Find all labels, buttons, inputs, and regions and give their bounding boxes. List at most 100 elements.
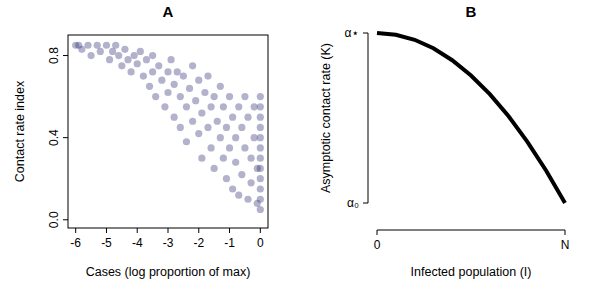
x-tick-label: -3	[163, 236, 174, 250]
point	[257, 124, 264, 131]
x-tick	[565, 230, 566, 235]
x-tick	[106, 228, 107, 233]
point	[247, 155, 254, 162]
point	[201, 89, 208, 96]
y-tick-label: 0.8	[47, 47, 61, 64]
x-tick	[198, 228, 199, 233]
point	[229, 114, 236, 121]
point	[84, 42, 91, 49]
point	[121, 46, 128, 53]
point	[238, 124, 245, 131]
point	[164, 68, 171, 75]
point	[146, 83, 153, 90]
y-axis	[368, 33, 369, 203]
y-tick	[63, 55, 68, 56]
point	[97, 48, 104, 55]
point	[229, 185, 236, 192]
point	[223, 124, 230, 131]
point	[109, 48, 116, 55]
point	[115, 52, 122, 59]
point	[226, 144, 233, 151]
point	[180, 72, 187, 79]
line	[377, 33, 565, 203]
point	[149, 68, 156, 75]
point	[177, 93, 184, 100]
point	[226, 93, 233, 100]
point	[211, 165, 218, 172]
point	[232, 134, 239, 141]
point	[155, 62, 162, 69]
point	[183, 103, 190, 110]
point	[214, 118, 221, 125]
point	[211, 93, 218, 100]
point	[251, 103, 258, 110]
x-tick	[377, 230, 378, 235]
y-tick-label: α₀	[347, 196, 359, 210]
point	[124, 56, 131, 63]
point	[161, 103, 168, 110]
point	[244, 196, 251, 203]
point	[204, 124, 211, 131]
x-axis-label: Infected population (I)	[411, 265, 532, 279]
y-tick	[63, 137, 68, 138]
y-tick-label: 0.0	[47, 211, 61, 228]
point	[257, 196, 264, 203]
x-tick-label: -4	[132, 236, 143, 250]
title: A	[163, 3, 174, 20]
point	[189, 118, 196, 125]
point	[217, 83, 224, 90]
x-tick-label: -2	[193, 236, 204, 250]
point	[257, 103, 264, 110]
x-tick-label: 0	[257, 236, 264, 250]
point	[232, 159, 239, 166]
y-tick	[363, 203, 368, 204]
point	[177, 124, 184, 131]
point	[220, 155, 227, 162]
point	[174, 68, 181, 75]
point	[131, 52, 138, 59]
point	[171, 81, 178, 88]
point	[247, 179, 254, 186]
x-tick-label: -1	[224, 236, 235, 250]
panel: A-6-5-4-3-2-100.00.40.8Cases (log propor…	[13, 3, 268, 279]
point	[103, 42, 110, 49]
x-tick-label: N	[561, 238, 570, 252]
point	[235, 192, 242, 199]
point	[238, 171, 245, 178]
y-tick-label: 0.4	[47, 129, 61, 146]
x-tick	[168, 228, 169, 233]
point	[257, 165, 264, 172]
point	[257, 206, 264, 213]
point	[195, 77, 202, 84]
point	[207, 144, 214, 151]
point	[207, 103, 214, 110]
frame	[68, 35, 268, 228]
point	[118, 62, 125, 69]
point	[106, 56, 113, 63]
point	[112, 42, 119, 49]
x-tick-label: -5	[101, 236, 112, 250]
point	[143, 56, 150, 63]
point	[220, 103, 227, 110]
x-tick-label: 0	[374, 238, 381, 252]
point	[186, 85, 193, 92]
point	[94, 42, 101, 49]
y-axis-label: Contact rate index	[13, 80, 27, 182]
marks	[377, 33, 565, 203]
x-axis-label: Cases (log proportion of max)	[86, 265, 251, 279]
figure: A-6-5-4-3-2-100.00.40.8Cases (log propor…	[0, 0, 600, 297]
point	[257, 114, 264, 121]
x-tick	[75, 228, 76, 233]
point	[183, 138, 190, 145]
y-tick	[363, 33, 368, 34]
x-axis	[377, 230, 565, 231]
point	[164, 89, 171, 96]
panel: B0Nα₀α⋆Infected population (I)Asymptotic…	[319, 3, 569, 279]
point	[204, 72, 211, 79]
point	[87, 52, 94, 59]
point	[244, 114, 251, 121]
point	[217, 134, 224, 141]
point	[189, 62, 196, 69]
point	[223, 175, 230, 182]
title: B	[466, 3, 477, 20]
